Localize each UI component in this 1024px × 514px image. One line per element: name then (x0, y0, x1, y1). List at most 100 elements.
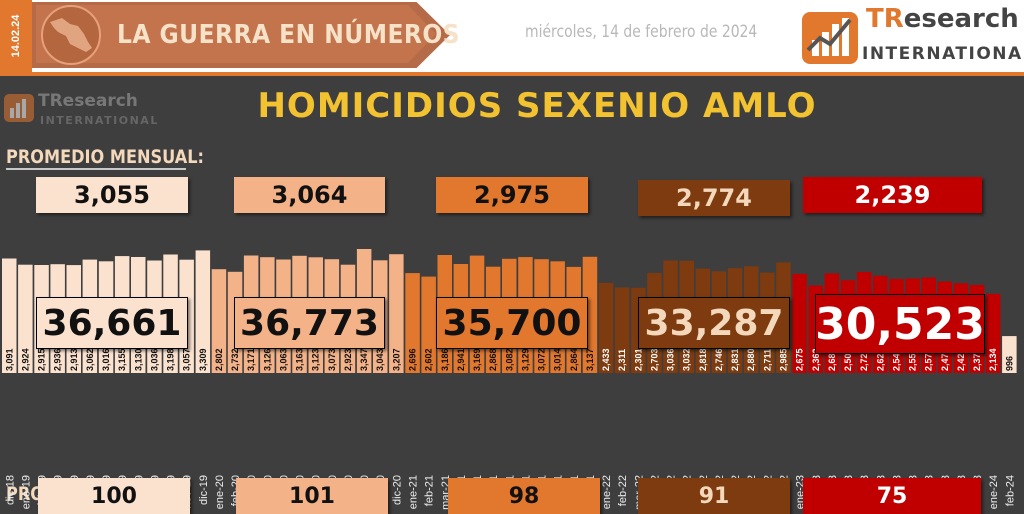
total-2: 36,773 (240, 302, 379, 344)
value-label-may-20: 3,063 (279, 348, 289, 371)
value-label-oct-22: 2,880 (746, 348, 756, 371)
value-label-jul-20: 3,123 (311, 348, 321, 371)
value-label-jul-22: 2,818 (698, 348, 708, 371)
homicides-bar-chart: 3,091dic-182,924ene-192,915feb-192,936ma… (2, 249, 1017, 512)
total-box-2: 36,773 (234, 297, 385, 349)
value-label-jul-21: 3,082 (504, 348, 514, 371)
value-label-nov-20: 3,043 (375, 348, 385, 371)
value-label-jul-19: 3,155 (117, 348, 127, 371)
daily-avg-box-1: 100 (38, 478, 190, 514)
value-label-feb-21: 2,602 (424, 348, 434, 371)
value-label-oct-20: 3,347 (359, 348, 369, 371)
side-date-tab: 14.02.24 (0, 0, 32, 72)
value-label-may-22: 3,036 (666, 348, 676, 371)
monthly-avg-box-2: 3,064 (234, 177, 385, 213)
daily-avg-5: 75 (876, 483, 908, 509)
banner-title: LA GUERRA EN NÚMEROS (117, 20, 460, 50)
watermark-subtitle: INTERNATIONAL (40, 114, 159, 127)
value-label-dic-19: 3,309 (198, 348, 208, 371)
daily-avg-1: 100 (91, 483, 137, 509)
value-label-ago-19: 3,130 (133, 348, 143, 371)
value-label-feb-24: 996 (1004, 356, 1014, 371)
category-label-ene-20: ene-20 (214, 475, 226, 509)
category-label-dic-18: dic-18 (4, 475, 16, 505)
category-label-ene-22: ene-22 (601, 475, 613, 509)
value-label-nov-21: 2,864 (569, 348, 579, 371)
total-1: 36,661 (42, 302, 182, 344)
bar-ene-19 (18, 264, 33, 373)
value-label-ago-23: 2,552 (908, 348, 918, 371)
value-label-feb-22: 2,311 (617, 349, 627, 371)
side-date: 14.02.24 (10, 14, 22, 58)
category-label-feb-24: feb-24 (1004, 475, 1016, 506)
monthly-avg-box-3: 2,975 (436, 177, 588, 213)
value-label-ago-20: 3,073 (327, 348, 337, 371)
value-label-jun-22: 3,032 (682, 348, 692, 371)
monthly-avg-4: 2,774 (676, 184, 752, 212)
category-label-ene-19: ene-19 (20, 475, 32, 509)
watermark-logo-icon (4, 94, 34, 122)
value-label-oct-19: 3,198 (166, 348, 176, 371)
value-label-nov-23: 2,423 (956, 348, 966, 371)
value-label-jun-23: 2,624 (875, 348, 885, 371)
monthly-avg-5: 2,239 (854, 181, 931, 209)
value-label-may-23: 2,729 (859, 348, 869, 371)
daily-avg-box-5: 75 (803, 478, 981, 514)
daily-avg-box-3: 98 (448, 478, 600, 514)
value-label-mar-21: 3,186 (440, 348, 450, 371)
bar-feb-22 (614, 287, 630, 373)
value-label-jun-20: 3,163 (295, 348, 305, 371)
value-label-mar-23: 2,689 (827, 348, 837, 371)
header-date: miércoles, 14 de febrero de 2024 (525, 22, 758, 42)
daily-avg-3: 98 (508, 483, 540, 509)
total-box-4: 33,287 (638, 297, 790, 349)
value-label-mar-19: 2,936 (53, 348, 63, 371)
title-banner-inner (36, 5, 436, 63)
value-label-ene-19: 2,924 (20, 348, 30, 371)
value-label-ene-23: 2,675 (795, 348, 805, 371)
category-label-feb-21: feb-21 (424, 475, 436, 506)
value-label-abr-21: 2,941 (456, 348, 466, 371)
value-label-dic-18: 3,091 (4, 348, 14, 371)
value-label-abr-19: 2,913 (69, 348, 79, 371)
monthly-avg-1: 3,055 (74, 181, 150, 209)
value-label-abr-22: 2,703 (649, 348, 659, 371)
mexico-map-icon (41, 5, 101, 65)
category-label-ene-21: ene-21 (408, 475, 420, 509)
value-label-ene-20: 2,802 (214, 348, 224, 371)
logo-wordmark: TResearch (866, 4, 1019, 34)
value-label-feb-19: 2,915 (37, 348, 47, 371)
value-label-dic-23: 2,377 (972, 348, 982, 371)
monthly-avg-box-5: 2,239 (803, 177, 982, 213)
monthly-label-underline (6, 168, 186, 170)
monthly-avg-box-1: 3,055 (36, 177, 188, 213)
main-title: HOMICIDIOS SEXENIO AMLO (257, 86, 817, 126)
value-label-may-19: 3,062 (85, 348, 95, 371)
monthly-avg-box-4: 2,774 (638, 180, 790, 216)
value-label-abr-23: 2,505 (843, 348, 853, 371)
bar-ene-24 (985, 293, 1001, 373)
total-box-3: 35,700 (436, 297, 588, 349)
value-label-mar-20: 3,171 (246, 348, 256, 371)
total-4: 33,287 (644, 302, 784, 344)
daily-avg-4: 91 (698, 483, 730, 509)
value-label-sep-21: 3,072 (537, 348, 547, 371)
value-label-feb-23: 2,362 (811, 348, 821, 371)
daily-avg-2: 101 (289, 483, 335, 509)
monthly-avg-3: 2,975 (474, 181, 550, 209)
total-box-1: 36,661 (36, 297, 188, 349)
value-label-jun-21: 2,868 (488, 348, 498, 371)
value-label-jun-19: 3,016 (101, 348, 111, 371)
value-label-sep-20: 2,923 (343, 348, 353, 371)
bar-ene-22 (598, 282, 614, 373)
bar-ene-23 (792, 273, 807, 373)
value-label-mar-22: 2,301 (633, 348, 643, 371)
bar-dic-19 (195, 250, 211, 373)
bar-dic-18 (2, 258, 17, 373)
value-label-nov-19: 3,057 (182, 348, 192, 371)
tresearch-logo-icon (802, 12, 858, 64)
value-label-ago-21: 3,129 (520, 348, 530, 371)
monthly-label: PROMEDIO MENSUAL: (6, 146, 204, 168)
header-divider (0, 72, 1024, 76)
category-label-ene-24: ene-24 (988, 475, 1000, 509)
